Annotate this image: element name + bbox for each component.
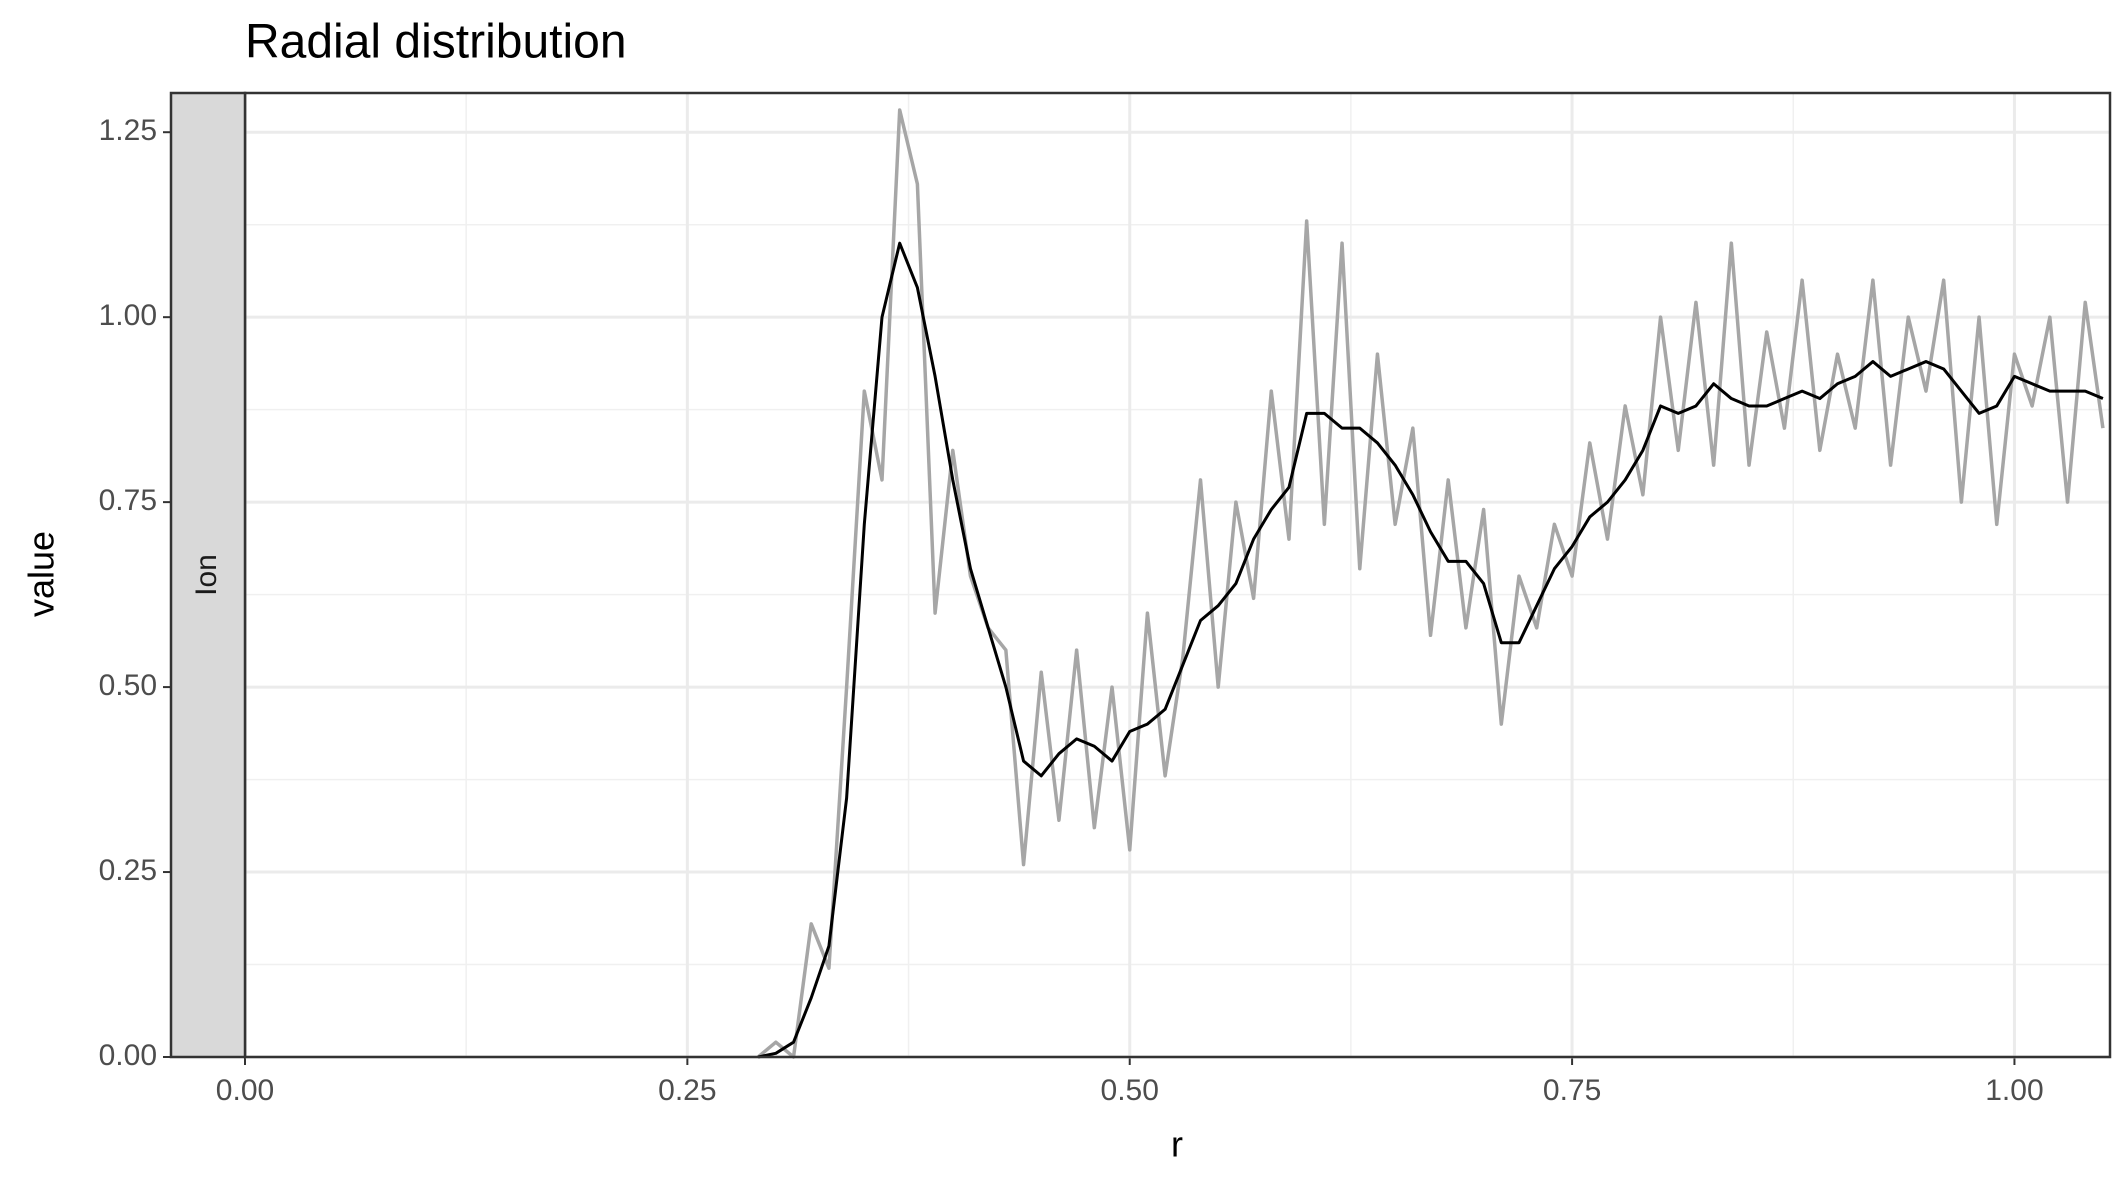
y-tick-label: 0.50 xyxy=(99,669,157,702)
x-axis-title: r xyxy=(1171,1124,1183,1165)
facet-label: Ion xyxy=(190,554,223,596)
data-line xyxy=(757,241,2104,1059)
y-tick-label: 1.00 xyxy=(99,299,157,332)
y-tick-label: 0.75 xyxy=(99,484,157,517)
y-tick-label: 0.00 xyxy=(99,1039,157,1072)
x-tick-label: 0.75 xyxy=(1543,1074,1601,1107)
x-tick-label: 1.00 xyxy=(1985,1074,2043,1107)
y-tick-label: 1.25 xyxy=(99,114,157,147)
chart-title: Radial distribution xyxy=(245,16,627,69)
facet-strip xyxy=(169,91,247,1059)
y-axis-title: value xyxy=(21,531,62,617)
y-tick-label: 0.25 xyxy=(99,854,157,887)
panel-background xyxy=(245,93,2110,1057)
x-tick-label: 0.00 xyxy=(216,1074,274,1107)
x-tick-label: 0.50 xyxy=(1101,1074,1159,1107)
x-tick-label: 0.25 xyxy=(658,1074,716,1107)
